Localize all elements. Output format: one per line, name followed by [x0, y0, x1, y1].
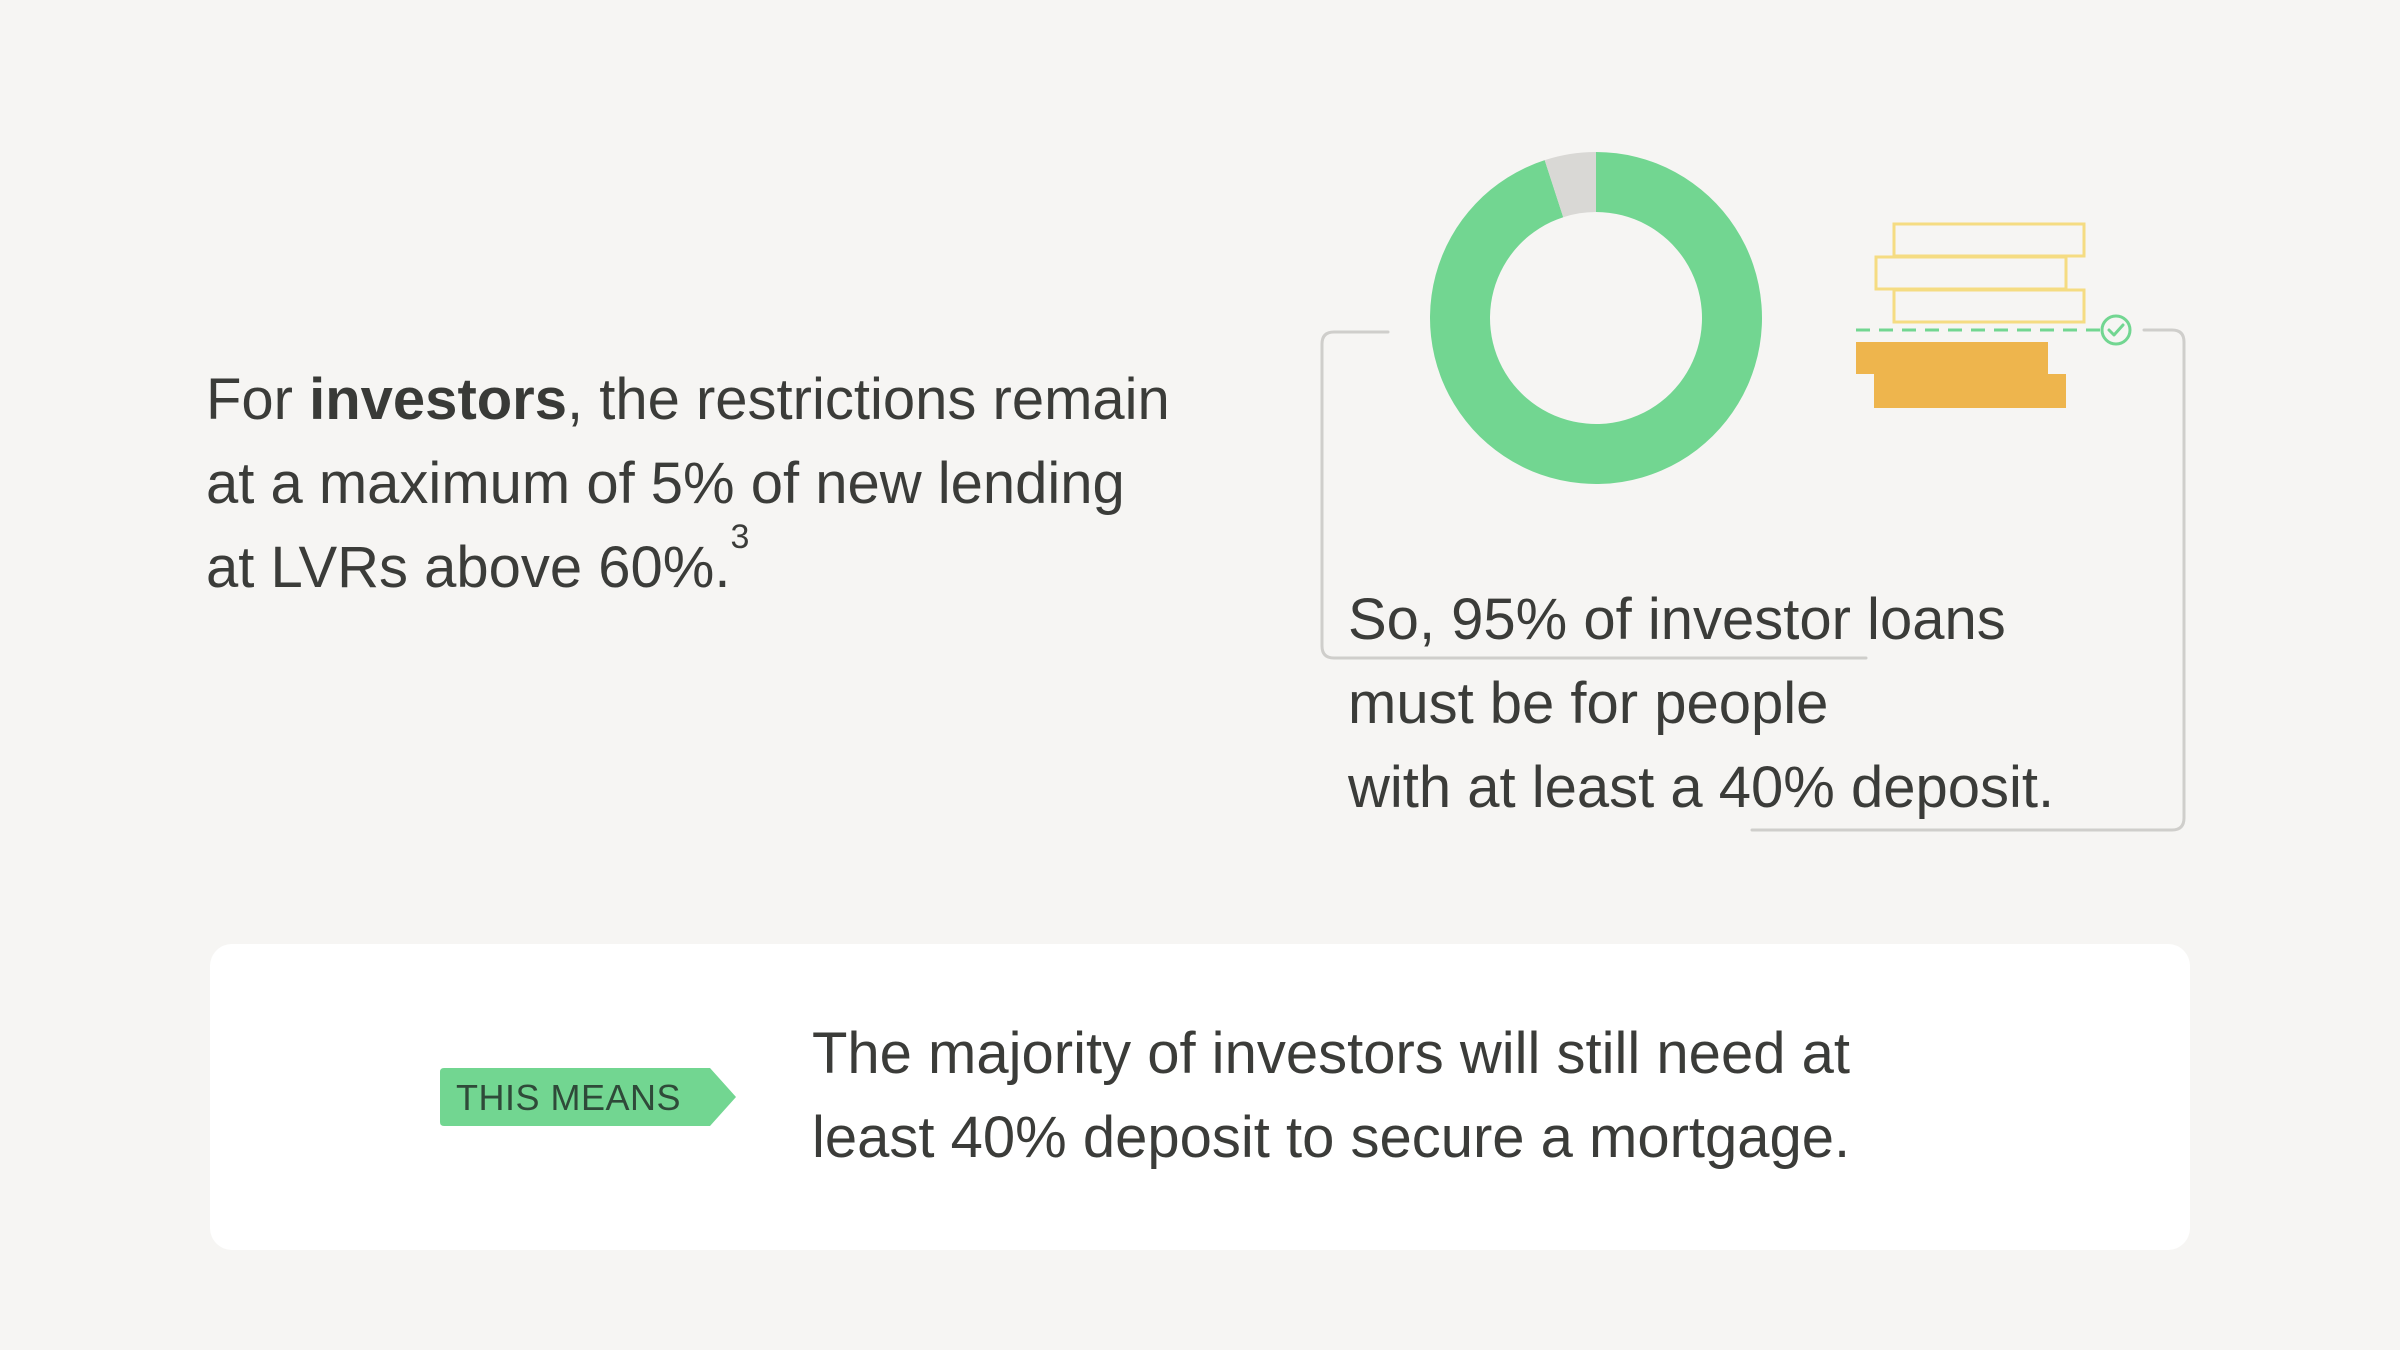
donut-slice-2: [1544, 152, 1596, 218]
footnote-marker: 3: [730, 518, 750, 556]
intro-suffix: , the restrictions remain at a maximum o…: [206, 367, 1170, 600]
stacked-deposit-blocks-icon: [1856, 222, 2132, 408]
stat-line-1: So, 95% of investor loans: [1348, 587, 2006, 652]
intro-bold-investors: investors: [309, 367, 568, 432]
callout-line-2: least 40% deposit to secure a mortgage.: [812, 1105, 1851, 1170]
tag-arrow-shape: [440, 1068, 736, 1126]
stat-text: So, 95% of investor loans must be for pe…: [1348, 578, 2228, 830]
stat-line-3: with at least a 40% deposit.: [1348, 755, 2055, 820]
donut-chart: [1430, 152, 1762, 484]
callout-line-1: The majority of investors will still nee…: [812, 1021, 1850, 1086]
donut-slice-1: [1430, 152, 1762, 484]
stat-line-2: must be for people: [1348, 671, 1829, 736]
tag-label: THIS MEANS: [456, 1077, 682, 1118]
intro-text: For investors, the restrictions remain a…: [206, 358, 1186, 610]
check-circle-icon: [2100, 314, 2132, 346]
this-means-tag: THIS MEANS: [440, 1068, 736, 1126]
callout-text: The majority of investors will still nee…: [812, 1012, 2052, 1180]
intro-prefix: For: [206, 367, 310, 432]
